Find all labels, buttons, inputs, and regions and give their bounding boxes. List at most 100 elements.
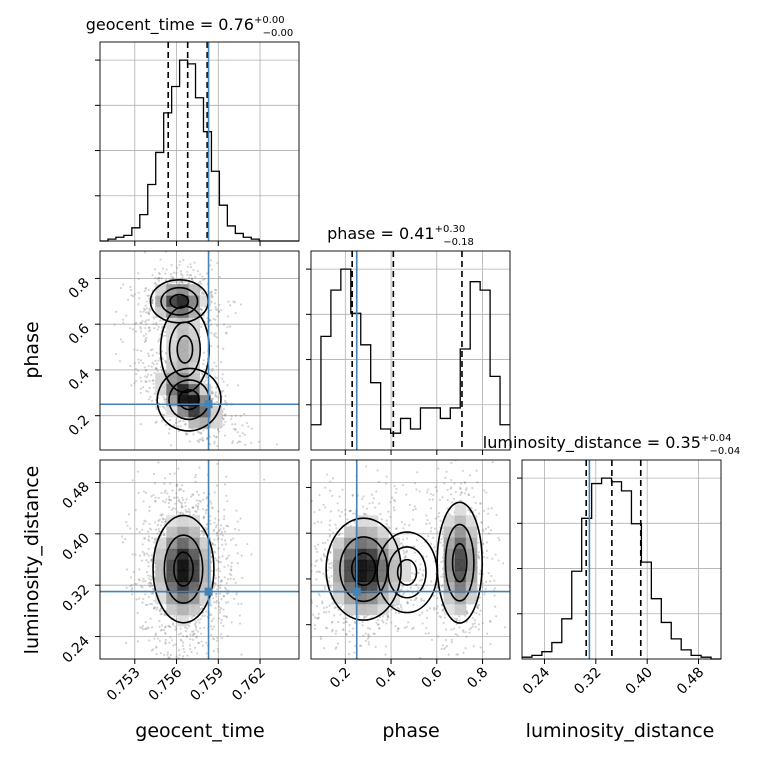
sample-point (182, 420, 185, 423)
sample-point (199, 307, 203, 310)
sample-point (161, 325, 164, 328)
sample-point (286, 582, 288, 584)
sample-point (431, 498, 434, 501)
sample-point (181, 498, 185, 502)
sample-point (151, 302, 154, 305)
sample-point (199, 432, 202, 435)
sample-point (415, 583, 418, 586)
sample-point (418, 490, 421, 493)
sample-point (232, 577, 235, 581)
sample-point (210, 542, 213, 545)
sample-point (324, 626, 328, 629)
sample-point (436, 489, 439, 492)
density-cell (155, 548, 167, 560)
sample-point (321, 602, 324, 605)
sample-point (223, 566, 226, 569)
sample-point (131, 593, 134, 596)
sample-point (161, 517, 164, 520)
sample-point (144, 375, 147, 378)
sample-point (129, 527, 132, 530)
sample-point (169, 444, 173, 447)
sample-point (322, 572, 325, 575)
sample-point (164, 489, 167, 492)
sample-point (318, 594, 321, 597)
sample-point (162, 659, 164, 661)
sample-point (150, 495, 153, 498)
sample-point (386, 614, 390, 617)
sample-point (222, 423, 225, 426)
density-cell (166, 372, 178, 385)
sample-point (476, 431, 478, 433)
sample-point (131, 328, 134, 331)
sample-point (147, 354, 150, 357)
density-cell (344, 548, 356, 560)
sample-point (130, 588, 133, 591)
sample-point (193, 261, 196, 264)
sample-point (198, 466, 201, 469)
sample-point (145, 389, 148, 393)
sample-point (339, 514, 342, 518)
sample-point (226, 635, 229, 638)
sample-point (202, 359, 205, 362)
density-cell (155, 284, 167, 296)
sample-point (201, 436, 204, 439)
sample-point (245, 421, 249, 425)
sample-point (237, 440, 241, 443)
density-cell (454, 504, 467, 516)
sample-point (114, 352, 118, 356)
sample-point (142, 307, 146, 310)
sample-point (421, 573, 424, 576)
sample-point (369, 688, 371, 690)
sample-point (155, 646, 158, 649)
sample-point (145, 336, 148, 339)
sample-point (118, 360, 122, 363)
sample-point (181, 506, 184, 509)
sample-point (147, 312, 151, 315)
sample-point (188, 276, 191, 280)
density-cell (355, 592, 367, 605)
density-cell (344, 581, 356, 594)
sample-point (154, 359, 157, 362)
sample-point (202, 362, 205, 366)
sample-point (223, 414, 226, 417)
sample-point (211, 543, 214, 546)
sample-point (405, 537, 409, 540)
sample-point (426, 488, 430, 491)
density-cell (177, 548, 189, 560)
sample-point (337, 608, 340, 611)
panel-title-phase: phase = 0.41+0.30 −0.18 (327, 224, 474, 248)
sample-point (210, 390, 214, 393)
sample-point (170, 508, 173, 512)
sample-point (169, 499, 173, 502)
sample-point (149, 559, 153, 562)
sample-point (158, 705, 160, 707)
sample-point (404, 556, 407, 559)
sample-point (443, 616, 447, 619)
sample-point (157, 359, 160, 362)
sample-point (453, 627, 456, 630)
sample-point (210, 259, 213, 262)
sample-point (161, 267, 165, 270)
sample-point (155, 351, 158, 354)
sample-point (436, 605, 439, 608)
density-cell (188, 515, 200, 527)
sample-point (152, 362, 155, 366)
sample-point (210, 344, 213, 348)
sample-point (200, 465, 202, 467)
density-cell (344, 570, 356, 583)
sample-point (143, 251, 147, 254)
sample-point (394, 611, 397, 614)
sample-point (140, 321, 143, 325)
sample-point (331, 620, 334, 623)
density-cell (443, 603, 456, 616)
sample-point (159, 652, 162, 655)
sample-point (214, 291, 217, 295)
density-cell (166, 537, 178, 549)
sample-point (159, 319, 162, 322)
sample-point (205, 322, 208, 326)
sample-point (161, 357, 165, 361)
sample-point (481, 542, 484, 545)
sample-point (364, 632, 367, 635)
sample-point (205, 272, 209, 275)
sample-point (460, 491, 463, 495)
